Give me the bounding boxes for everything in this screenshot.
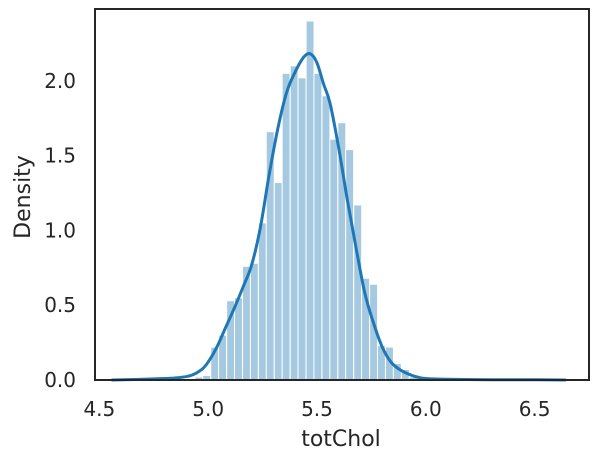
histogram-bar-16	[321, 95, 331, 381]
y-axis-ticks: 0.0 0.5 1.0 1.5 2.0	[44, 69, 76, 392]
y-tick-label: 2.0	[44, 69, 76, 93]
y-tick-label: 0.5	[44, 293, 76, 317]
histogram-bar-10	[273, 182, 283, 381]
histogram-bar-5	[233, 297, 243, 381]
kde-density-curve	[110, 52, 567, 382]
y-tick-label: 1.5	[44, 144, 76, 168]
histogram-bar-14	[305, 20, 315, 381]
plot-area-frame	[94, 8, 590, 381]
histogram-bar-20	[353, 204, 363, 381]
x-tick-label: 5.0	[192, 397, 224, 421]
x-tick-label: 6.0	[410, 397, 442, 421]
y-tick-label: 0.0	[44, 368, 76, 392]
histogram-bar-19	[345, 149, 355, 381]
y-axis-label: Density	[11, 155, 36, 239]
histogram-bar-13	[297, 77, 307, 381]
histogram-bar-17	[329, 138, 339, 381]
x-axis-label: totChol	[301, 427, 381, 452]
histogram-bar-8	[257, 222, 267, 381]
x-tick-label: 4.5	[83, 397, 115, 421]
histogram-bars	[194, 20, 418, 381]
y-tick-label: 1.0	[44, 218, 76, 242]
histogram-bar-12	[289, 65, 299, 381]
histogram-bar-7	[249, 262, 259, 381]
x-tick-label: 6.5	[519, 397, 551, 421]
histogram-bar-11	[281, 72, 291, 381]
x-tick-label: 5.5	[301, 397, 333, 421]
histogram-bar-15	[313, 72, 323, 381]
x-axis-ticks: 4.5 5.0 5.5 6.0 6.5	[83, 397, 550, 421]
